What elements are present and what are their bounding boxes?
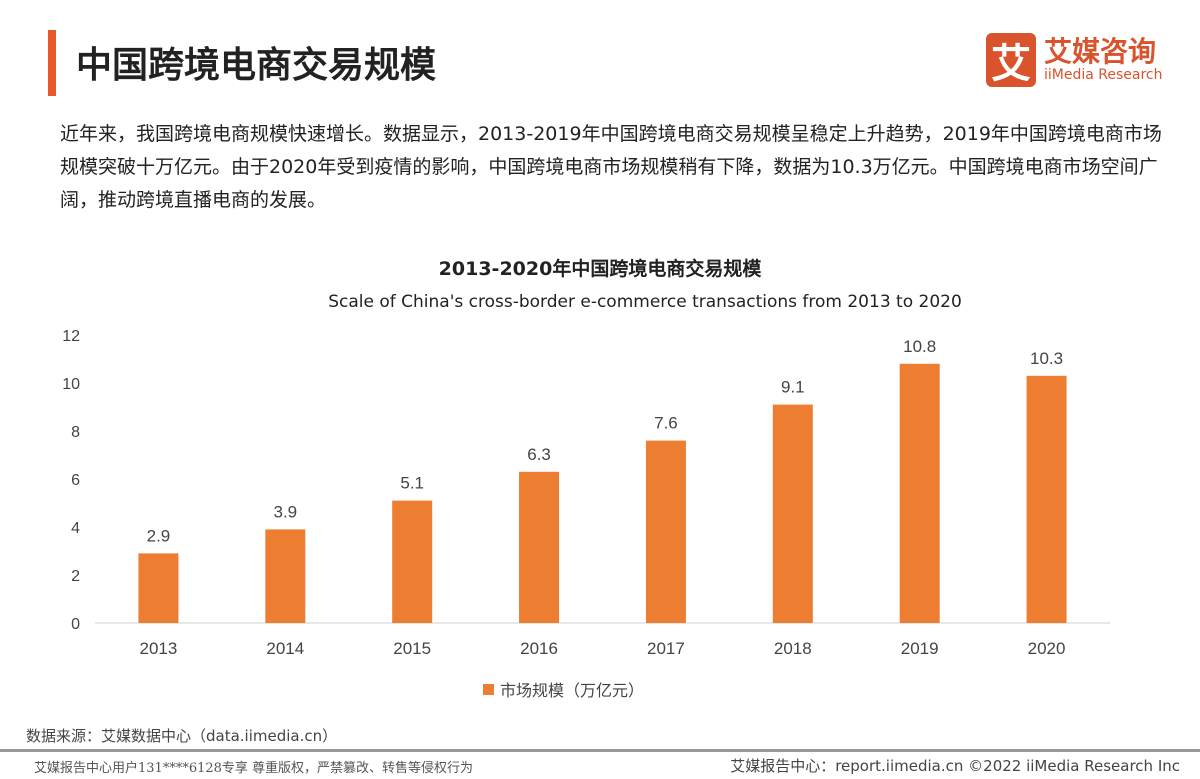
y-tick-label: 4 [71,520,80,537]
x-tick-label: 2015 [393,639,431,658]
x-tick-label: 2014 [266,639,304,658]
bar [392,500,433,623]
bar [138,553,179,623]
intro-text: 近年来，我国跨境电商规模快速增长。数据显示，2013-2019年中国跨境电商交易… [60,123,1162,211]
y-tick-label: 6 [71,472,80,489]
footer-divider [0,749,1200,752]
data-source: 数据来源：艾媒数据中心（data.iimedia.cn） [26,727,338,745]
bar [645,440,686,623]
bar [519,471,560,623]
data-label: 10.8 [903,337,936,356]
page-title: 中国跨境电商交易规模 [76,45,437,86]
logo: 艾 艾媒咨询 iiMedia Research [986,33,1163,87]
logo-cn: 艾媒咨询 [1044,35,1157,68]
data-label: 6.3 [527,445,551,464]
data-label: 3.9 [273,502,297,521]
x-tick-label: 2016 [520,639,558,658]
footer-site: 艾媒报告中心：report.iimedia.cn ©2022 iiMedia R… [730,757,1180,775]
bar [1026,375,1067,623]
data-label: 2.9 [147,526,171,545]
x-tick-label: 2020 [1028,639,1066,658]
bar [899,363,940,623]
y-tick-label: 0 [71,616,80,633]
x-tick-label: 2017 [647,639,685,658]
data-label: 9.1 [781,378,805,397]
bar [265,529,306,623]
x-tick-label: 2013 [140,639,178,658]
data-label: 5.1 [400,474,424,493]
x-tick-label: 2019 [901,639,939,658]
y-tick-label: 12 [62,328,80,345]
y-tick-label: 10 [62,376,80,393]
x-tick-label: 2018 [774,639,812,658]
y-tick-label: 8 [71,424,80,441]
data-label: 10.3 [1030,349,1063,368]
legend-swatch [483,684,494,695]
legend-label: 市场规模（万亿元） [500,681,644,700]
title-accent-bar [48,30,56,96]
data-label: 7.6 [654,414,678,433]
chart-subtitle: Scale of China's cross-border e-commerce… [328,292,962,312]
logo-mark: 艾 [986,33,1036,87]
footer-copyright-notice: 艾媒报告中心用户131****6128专享 尊重版权，严禁篡改、转售等侵权行为 [34,761,474,776]
chart-title: 2013-2020年中国跨境电商交易规模 [438,258,762,280]
y-tick-label: 2 [71,568,80,585]
bar [772,404,813,623]
logo-en: iiMedia Research [1044,67,1163,83]
